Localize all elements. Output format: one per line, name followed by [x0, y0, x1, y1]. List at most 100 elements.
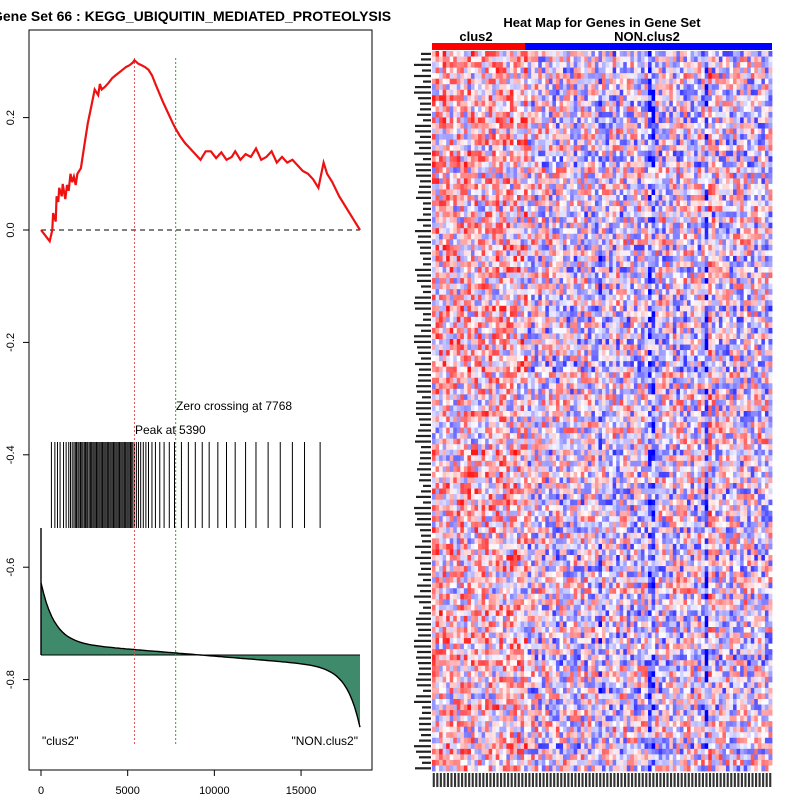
heatmap-cell — [453, 322, 458, 329]
heatmap-cell — [662, 100, 667, 107]
heatmap-cell — [679, 228, 684, 235]
heatmap-cell — [527, 51, 532, 57]
heatmap-cell — [683, 183, 688, 190]
heatmap-cell — [467, 62, 472, 69]
heatmap-cell — [704, 278, 709, 285]
heatmap-cell — [524, 289, 529, 296]
heatmap-cell — [619, 211, 624, 218]
heatmap-cell — [552, 217, 557, 224]
heatmap-cell — [651, 211, 656, 218]
heatmap-cell — [651, 294, 656, 301]
heatmap-cell — [764, 222, 769, 229]
heatmap-cell — [513, 294, 518, 301]
heatmap-cell — [463, 283, 468, 290]
heatmap-cell — [545, 95, 550, 102]
heatmap-cell — [754, 89, 759, 96]
heatmap-cell — [676, 222, 681, 229]
heatmap-cell — [502, 51, 507, 57]
heatmap-cell — [502, 106, 507, 113]
heatmap-cell — [672, 316, 677, 323]
heatmap-cell — [602, 327, 606, 334]
heatmap-cell — [559, 56, 564, 63]
heatmap-cell — [566, 139, 571, 146]
heatmap-cell — [432, 283, 436, 290]
heatmap-cell — [449, 56, 454, 63]
heatmap-cell — [538, 233, 543, 240]
heatmap-cell — [761, 178, 766, 185]
heatmap-cell — [630, 200, 635, 207]
heatmap-cell — [446, 134, 451, 141]
heatmap-cell — [637, 117, 642, 124]
heatmap-cell — [747, 78, 752, 85]
heatmap-cell — [527, 111, 532, 118]
heatmap-cell — [616, 167, 621, 174]
heatmap-cell — [626, 123, 631, 129]
heatmap-cell — [669, 200, 674, 207]
heatmap-cell — [662, 139, 667, 146]
heatmap-cell — [701, 217, 706, 224]
heatmap-cell — [761, 206, 766, 213]
heatmap-cell — [545, 73, 550, 80]
heatmap-cell — [729, 206, 734, 213]
heatmap-cell — [527, 233, 532, 240]
heatmap-cell — [513, 84, 518, 91]
heatmap-cell — [432, 178, 436, 185]
heatmap-cell — [435, 211, 440, 218]
heatmap-cell — [605, 244, 610, 251]
heatmap-cell — [623, 283, 628, 290]
heatmap-cell — [563, 100, 567, 107]
heatmap-cell — [704, 78, 709, 85]
heatmap-cell — [619, 272, 624, 279]
heatmap-cell — [495, 300, 500, 307]
heatmap-cell — [672, 322, 677, 329]
heatmap-cell — [485, 117, 490, 124]
heatmap-cell — [509, 123, 514, 129]
heatmap-cell — [488, 51, 493, 57]
heatmap-cell — [559, 206, 564, 213]
heatmap-cell — [655, 172, 660, 179]
heatmap-cell — [566, 200, 571, 207]
heatmap-cell — [442, 206, 447, 213]
heatmap-cell — [623, 250, 628, 257]
heatmap-cell — [616, 178, 621, 185]
heatmap-cell — [446, 161, 451, 168]
heatmap-cell — [509, 311, 514, 318]
heatmap-cell — [499, 206, 504, 213]
heatmap-cell — [679, 172, 684, 179]
heatmap-cell — [740, 89, 745, 96]
heatmap-cell — [594, 195, 599, 201]
heatmap-cell — [499, 172, 504, 179]
heatmap-cell — [594, 183, 599, 190]
heatmap-cell — [701, 73, 706, 80]
heatmap-cell — [548, 172, 553, 179]
heatmap-cell — [474, 211, 479, 218]
heatmap-cell — [449, 167, 454, 174]
heatmap-cell — [509, 145, 514, 152]
heatmap-cell — [754, 217, 759, 224]
heatmap-cell — [768, 272, 773, 279]
heatmap-cell — [644, 167, 649, 174]
heatmap-cell — [764, 200, 769, 207]
heatmap-cell — [633, 67, 638, 74]
heatmap-cell — [470, 100, 475, 107]
heatmap-cell — [470, 56, 475, 63]
heatmap-cell — [495, 134, 500, 141]
heatmap-cell — [517, 239, 521, 246]
heatmap-cell — [509, 156, 514, 163]
heatmap-cell — [648, 150, 652, 157]
heatmap-cell — [715, 233, 720, 240]
heatmap-cell — [495, 178, 500, 185]
heatmap-cell — [633, 51, 638, 57]
heatmap-cell — [570, 294, 575, 301]
heatmap-cell — [662, 51, 667, 57]
heatmap-cell — [509, 161, 514, 168]
heatmap-cell — [697, 289, 702, 296]
heatmap-cell — [481, 111, 486, 118]
heatmap-cell — [725, 84, 730, 91]
heatmap-cell — [538, 189, 543, 196]
heatmap-cell — [679, 267, 684, 273]
heatmap-cell — [559, 111, 564, 118]
heatmap-cell — [694, 200, 699, 207]
heatmap-cell — [757, 100, 762, 107]
heatmap-cell — [474, 278, 479, 285]
